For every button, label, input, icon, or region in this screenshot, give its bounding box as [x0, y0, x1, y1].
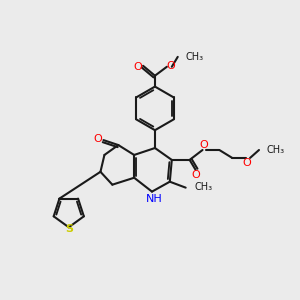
Text: CH₃: CH₃ [267, 145, 285, 155]
Text: S: S [65, 224, 73, 234]
Text: O: O [191, 170, 200, 180]
Text: O: O [93, 134, 102, 144]
Text: CH₃: CH₃ [195, 182, 213, 192]
Text: NH: NH [146, 194, 162, 203]
Text: O: O [167, 61, 175, 71]
Text: O: O [243, 158, 251, 168]
Text: O: O [134, 62, 142, 72]
Text: CH₃: CH₃ [186, 52, 204, 62]
Text: O: O [199, 140, 208, 150]
